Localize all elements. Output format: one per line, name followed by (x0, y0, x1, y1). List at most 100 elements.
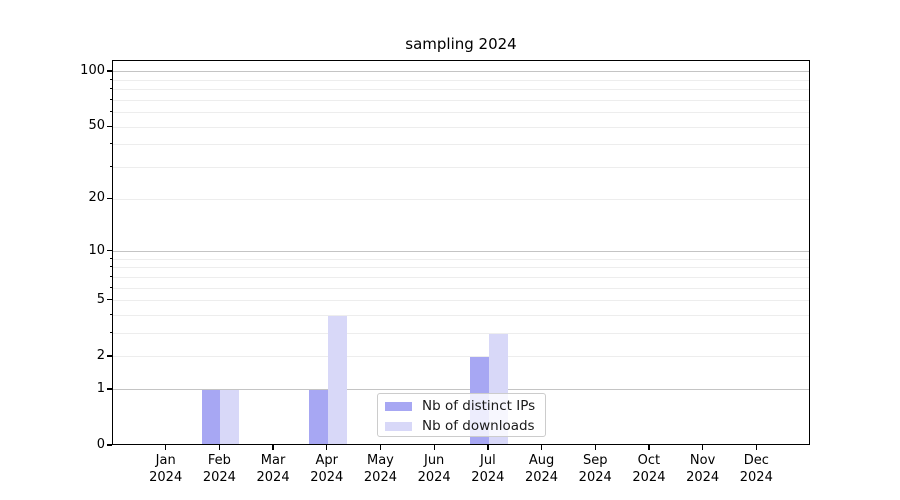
x-tick (540, 445, 543, 450)
x-tick-label: Aug 2024 (510, 452, 574, 486)
chart-title: sampling 2024 (405, 35, 517, 53)
plot-area (112, 60, 810, 445)
x-tick-label-year: 2024 (310, 470, 344, 485)
y-tick-label: 20 (88, 190, 105, 206)
x-tick-label: Oct 2024 (617, 452, 681, 486)
y-gridline-minor (113, 112, 809, 114)
x-tick-label-year: 2024 (363, 470, 397, 485)
y-gridline-minor (113, 126, 809, 128)
y-gridline-minor (113, 267, 809, 269)
y-tick-label: 1 (96, 380, 105, 396)
x-tick (379, 445, 382, 450)
x-tick (702, 445, 704, 450)
y-tick (107, 197, 112, 199)
y-gridline-minor (113, 89, 809, 91)
x-tick-label: May 2024 (348, 452, 412, 486)
y-gridline-minor (113, 79, 809, 81)
x-tick-label-year: 2024 (417, 470, 451, 485)
y-tick-label: 50 (88, 118, 105, 134)
y-gridline-major (113, 71, 809, 73)
y-gridline-minor (113, 167, 809, 169)
y-tick (107, 250, 112, 252)
y-tick-label: 10 (88, 242, 105, 258)
y-gridline-minor (113, 144, 809, 146)
x-tick (326, 445, 328, 450)
x-tick-label-month: Jan (155, 453, 176, 468)
x-tick-label: Apr 2024 (295, 452, 359, 486)
bar-distinct-ips (201, 389, 221, 445)
x-tick-label-year: 2024 (471, 470, 505, 485)
y-minor-tick (109, 78, 112, 80)
y-gridline-minor (113, 198, 809, 200)
x-tick-label-month: Oct (637, 453, 661, 468)
y-gridline-minor (113, 315, 809, 317)
x-tick-label-year: 2024 (149, 470, 183, 485)
x-tick-label: Nov 2024 (671, 452, 735, 486)
x-tick-label-month: Jul (480, 453, 496, 468)
y-minor-tick (109, 266, 112, 268)
x-tick-label: Feb 2024 (187, 452, 251, 486)
x-tick-label: Jul 2024 (456, 452, 520, 486)
legend-swatch-distinct-ips (385, 401, 412, 411)
x-tick (487, 445, 489, 450)
y-tick-label: 100 (80, 62, 105, 78)
x-tick-label-month: Aug (528, 453, 555, 468)
x-tick-label: Jan 2024 (134, 452, 198, 486)
y-minor-tick (109, 314, 112, 316)
legend-item: Nb of downloads (385, 416, 545, 436)
x-tick-label-year: 2024 (632, 470, 666, 485)
x-tick-label-year: 2024 (202, 470, 236, 485)
y-minor-tick (109, 88, 112, 90)
x-tick-label-year: 2024 (686, 470, 720, 485)
x-tick-label: Sep 2024 (563, 452, 627, 486)
y-gridline-minor (113, 356, 809, 358)
y-minor-tick (109, 166, 112, 168)
x-tick-label: Dec 2024 (724, 452, 788, 486)
y-tick (107, 355, 112, 357)
x-tick (433, 445, 435, 450)
y-minor-tick (109, 257, 112, 259)
x-tick-label: Jun 2024 (402, 452, 466, 486)
y-tick-label: 5 (96, 291, 105, 307)
legend-item: Nb of distinct IPs (385, 396, 545, 416)
y-tick (107, 70, 112, 72)
y-gridline-minor (113, 300, 809, 302)
y-minor-tick (109, 286, 112, 288)
y-tick-label: 0 (96, 437, 105, 452)
x-tick (272, 445, 274, 450)
x-tick (648, 445, 650, 450)
x-tick-label: Mar 2024 (241, 452, 305, 486)
y-tick-label: 2 (96, 347, 105, 363)
y-tick (107, 444, 112, 446)
y-gridline-minor (113, 258, 809, 260)
y-gridline-major (113, 251, 809, 253)
x-tick (165, 445, 167, 450)
y-tick (107, 125, 112, 127)
y-gridline-minor (113, 287, 809, 289)
legend: Nb of distinct IPs Nb of downloads (377, 393, 546, 437)
y-minor-tick (109, 275, 112, 277)
y-minor-tick (109, 111, 112, 113)
bar-downloads (327, 315, 347, 445)
x-tick-label-month: Nov (689, 453, 716, 468)
x-tick-label-year: 2024 (578, 470, 612, 485)
x-tick-label-month: May (367, 453, 394, 468)
x-tick-label-month: Sep (582, 453, 608, 468)
x-tick (218, 445, 221, 450)
y-minor-tick (109, 98, 112, 100)
y-minor-tick (109, 332, 112, 334)
legend-label: Nb of distinct IPs (422, 398, 536, 414)
legend-swatch-downloads (385, 421, 412, 431)
x-tick-label-month: Mar (260, 453, 286, 468)
y-minor-tick (109, 143, 112, 145)
x-tick-label-month: Dec (743, 453, 769, 468)
x-tick-label-year: 2024 (256, 470, 290, 485)
y-gridline-minor (113, 276, 809, 278)
y-tick (107, 388, 112, 390)
y-gridline-major (113, 389, 809, 391)
x-tick-label-month: Apr (315, 453, 339, 468)
x-tick (594, 445, 596, 450)
bar-distinct-ips (308, 389, 328, 445)
x-tick-label-year: 2024 (524, 470, 559, 485)
